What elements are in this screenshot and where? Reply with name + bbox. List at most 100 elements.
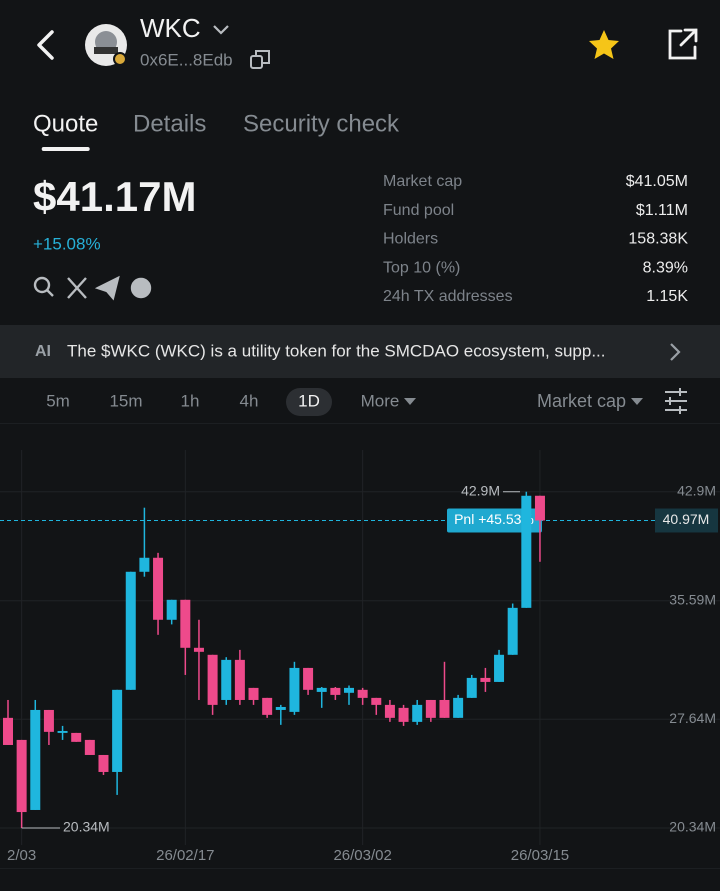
candle-body [3, 717, 13, 745]
ai-summary: The $WKC (WKC) is a utility token for th… [67, 341, 606, 360]
stat-value: 8.39% [643, 259, 688, 276]
stat-label: Top 10 (%) [383, 259, 460, 276]
candle-body [275, 706, 286, 710]
candle-body [453, 697, 464, 718]
interval[interactable]: 15m [109, 391, 142, 410]
stat-value: $1.11M [636, 202, 688, 219]
candle-body [207, 654, 218, 705]
candle-body [439, 699, 450, 718]
candle-body [84, 739, 95, 755]
y-tick-label: 42.9M [677, 482, 716, 498]
candle-body [30, 709, 41, 810]
candle-body [494, 654, 505, 682]
candle-body [112, 689, 123, 772]
chart-settings[interactable] [665, 388, 687, 414]
candle-body [344, 687, 354, 693]
share-button[interactable] [668, 28, 698, 60]
stat-value: $41.05M [626, 173, 688, 190]
telegram-icon[interactable] [94, 275, 120, 301]
x-icon[interactable] [67, 277, 87, 299]
token-name: WKC [140, 13, 201, 43]
current-price-label: 40.97M [663, 511, 710, 527]
price-change: +15.08% [33, 234, 101, 253]
candle-body [98, 754, 109, 772]
candle-body [248, 687, 259, 700]
pnl-box [447, 508, 542, 533]
candle-body [153, 557, 164, 620]
candle-body [43, 709, 54, 732]
interval-bar: 5m 15m 1h 4h 1D More [46, 388, 416, 416]
favorite-button[interactable] [589, 30, 619, 59]
stat-label: Market cap [383, 173, 462, 190]
high-label: 42.9M [461, 482, 500, 498]
candle-body [534, 495, 545, 521]
search-icon[interactable] [33, 276, 51, 294]
candle-body [466, 677, 477, 698]
candle-body [357, 689, 368, 698]
tab-underline [41, 147, 90, 151]
stat-label: Holders [383, 231, 438, 248]
candle-body [303, 667, 314, 690]
candle-body [180, 599, 191, 648]
stats: Market cap $41.05M Fund pool $1.11M Holders 1… [383, 173, 688, 305]
metric-dropdown[interactable] [631, 398, 643, 405]
interval[interactable]: More [361, 391, 400, 410]
x-tick-label: 26/03/02 [333, 847, 391, 864]
candle-body [330, 687, 341, 695]
x-tick-label: 26/03/15 [511, 847, 569, 864]
current-price-box [655, 508, 718, 533]
candle-body [234, 659, 245, 700]
x-tick-label: 26/02/17 [156, 847, 214, 864]
candle-body [71, 732, 82, 742]
back-button[interactable] [37, 30, 54, 60]
stat-label: 24h TX addresses [383, 288, 513, 305]
token-avatar [85, 24, 127, 66]
y-tick-label: 27.64M [669, 710, 716, 726]
interval-dropdown[interactable] [404, 398, 416, 405]
chart: 2/03 26/02/17 26/03/02 26/03/15 20.34M 27.64M… [0, 450, 720, 864]
tab[interactable]: Security check [243, 110, 400, 137]
candle-body [221, 659, 232, 700]
interval[interactable]: 5m [46, 391, 70, 410]
copy-button[interactable] [250, 50, 270, 69]
candle-body [166, 599, 177, 620]
candle-body [316, 687, 327, 692]
metric-selector[interactable]: Market cap [537, 391, 626, 411]
ai-banner[interactable] [0, 325, 720, 378]
pnl-label: Pnl +45.53% [454, 511, 534, 527]
tab[interactable]: Details [133, 110, 206, 137]
price: $41.17M [33, 173, 196, 220]
candle-body [507, 607, 518, 655]
candle-body [425, 699, 436, 718]
divider [0, 423, 720, 424]
ai-chevron[interactable] [670, 343, 681, 361]
candle-body [16, 739, 27, 813]
candle-body [262, 697, 273, 715]
interval[interactable]: 4h [240, 391, 259, 410]
name-dropdown[interactable] [213, 25, 229, 35]
interval[interactable]: 1h [181, 391, 200, 410]
candle-body [57, 730, 68, 733]
website-icon[interactable] [130, 277, 152, 299]
candle-body [412, 704, 423, 722]
candle-body [193, 647, 204, 652]
candle-body [384, 704, 395, 718]
y-tick-label: 35.59M [669, 591, 716, 607]
divider [0, 868, 720, 869]
tab[interactable]: Quote [33, 110, 98, 137]
stat-label: Fund pool [383, 202, 454, 219]
low-label: 20.34M [63, 819, 110, 835]
candle-body [139, 557, 150, 572]
social-icons [33, 275, 152, 301]
candle-body [521, 495, 532, 608]
stat-value: 1.15K [646, 288, 688, 305]
candle-body [371, 697, 382, 705]
y-tick-label: 20.34M [669, 819, 716, 835]
candle-body [480, 677, 491, 682]
ai-badge: AI [35, 343, 51, 360]
interval[interactable]: 1D [298, 391, 320, 410]
candle-body [398, 707, 409, 722]
stat-value: 158.38K [628, 231, 688, 248]
